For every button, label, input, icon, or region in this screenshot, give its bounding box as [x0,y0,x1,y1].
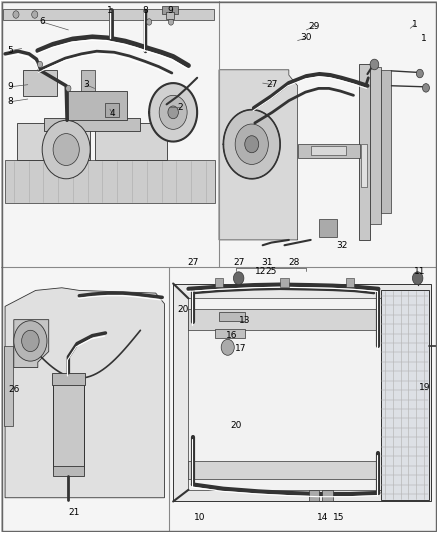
Text: 27: 27 [233,259,244,267]
Polygon shape [106,103,119,117]
Polygon shape [311,147,346,155]
Text: 20: 20 [231,422,242,431]
Polygon shape [381,70,392,213]
Circle shape [223,110,280,179]
Polygon shape [53,466,84,477]
Text: 28: 28 [288,259,300,267]
Polygon shape [346,278,354,287]
Polygon shape [4,346,13,426]
Text: 10: 10 [194,513,205,522]
Polygon shape [1,266,169,532]
Text: 9: 9 [7,82,13,91]
Circle shape [21,330,39,352]
Circle shape [245,136,259,153]
Text: 19: 19 [418,383,430,392]
Text: 31: 31 [261,259,273,267]
Polygon shape [280,278,289,287]
Text: 1: 1 [412,20,417,29]
Text: 1: 1 [107,6,113,15]
Text: 2: 2 [177,102,183,111]
Polygon shape [219,312,245,321]
Circle shape [168,106,178,119]
Text: 5: 5 [7,46,13,55]
Polygon shape [359,64,370,240]
Polygon shape [188,461,378,479]
Text: 16: 16 [226,331,238,340]
Polygon shape [3,9,214,20]
Circle shape [32,11,38,18]
Text: 8: 8 [7,97,13,106]
Text: 6: 6 [39,18,45,27]
Circle shape [168,19,173,25]
Circle shape [417,69,424,78]
Polygon shape [219,70,297,240]
Circle shape [42,120,90,179]
Polygon shape [321,490,332,502]
Circle shape [413,272,423,285]
Circle shape [149,83,197,142]
Text: 26: 26 [8,385,19,394]
Polygon shape [53,383,84,469]
Text: 8: 8 [142,6,148,15]
Text: 25: 25 [266,268,277,276]
Text: 21: 21 [68,507,80,516]
Polygon shape [188,298,381,490]
Polygon shape [215,329,245,338]
Circle shape [159,95,187,130]
Text: 20: 20 [177,304,189,313]
Circle shape [235,124,268,165]
Circle shape [147,19,152,25]
Circle shape [13,11,19,18]
Polygon shape [68,91,127,120]
Text: 17: 17 [235,344,247,353]
Polygon shape [319,219,337,237]
Circle shape [37,61,42,68]
Polygon shape [370,67,381,224]
Circle shape [370,59,379,70]
Circle shape [221,340,234,356]
Polygon shape [188,309,378,330]
Polygon shape [5,288,164,498]
Text: 12: 12 [255,268,266,276]
Polygon shape [44,118,141,131]
Circle shape [53,134,79,165]
Polygon shape [22,70,57,96]
Polygon shape [297,144,360,158]
Polygon shape [81,70,95,91]
Polygon shape [17,123,90,160]
Text: 9: 9 [167,6,173,15]
Polygon shape [308,490,319,502]
Polygon shape [166,12,174,19]
Polygon shape [162,6,177,14]
Text: 11: 11 [414,268,426,276]
Polygon shape [215,278,223,287]
Text: 3: 3 [83,80,89,89]
Polygon shape [173,284,431,502]
Polygon shape [95,123,166,160]
Text: 13: 13 [239,316,250,325]
Polygon shape [381,290,428,500]
Text: 4: 4 [110,109,115,118]
Text: 1: 1 [421,35,427,44]
Text: 15: 15 [333,513,345,522]
Polygon shape [5,160,215,203]
Polygon shape [219,1,437,266]
Text: 30: 30 [300,34,312,43]
Circle shape [233,272,244,285]
Polygon shape [169,266,437,532]
Polygon shape [361,144,367,187]
Polygon shape [52,373,85,384]
Text: 29: 29 [308,22,320,31]
Text: 27: 27 [267,80,278,89]
Circle shape [14,321,47,361]
Polygon shape [14,320,49,368]
Text: 27: 27 [187,259,198,267]
Circle shape [66,85,71,92]
Text: 32: 32 [336,241,348,250]
Circle shape [423,84,429,92]
Text: 14: 14 [317,513,328,522]
Polygon shape [1,1,219,266]
